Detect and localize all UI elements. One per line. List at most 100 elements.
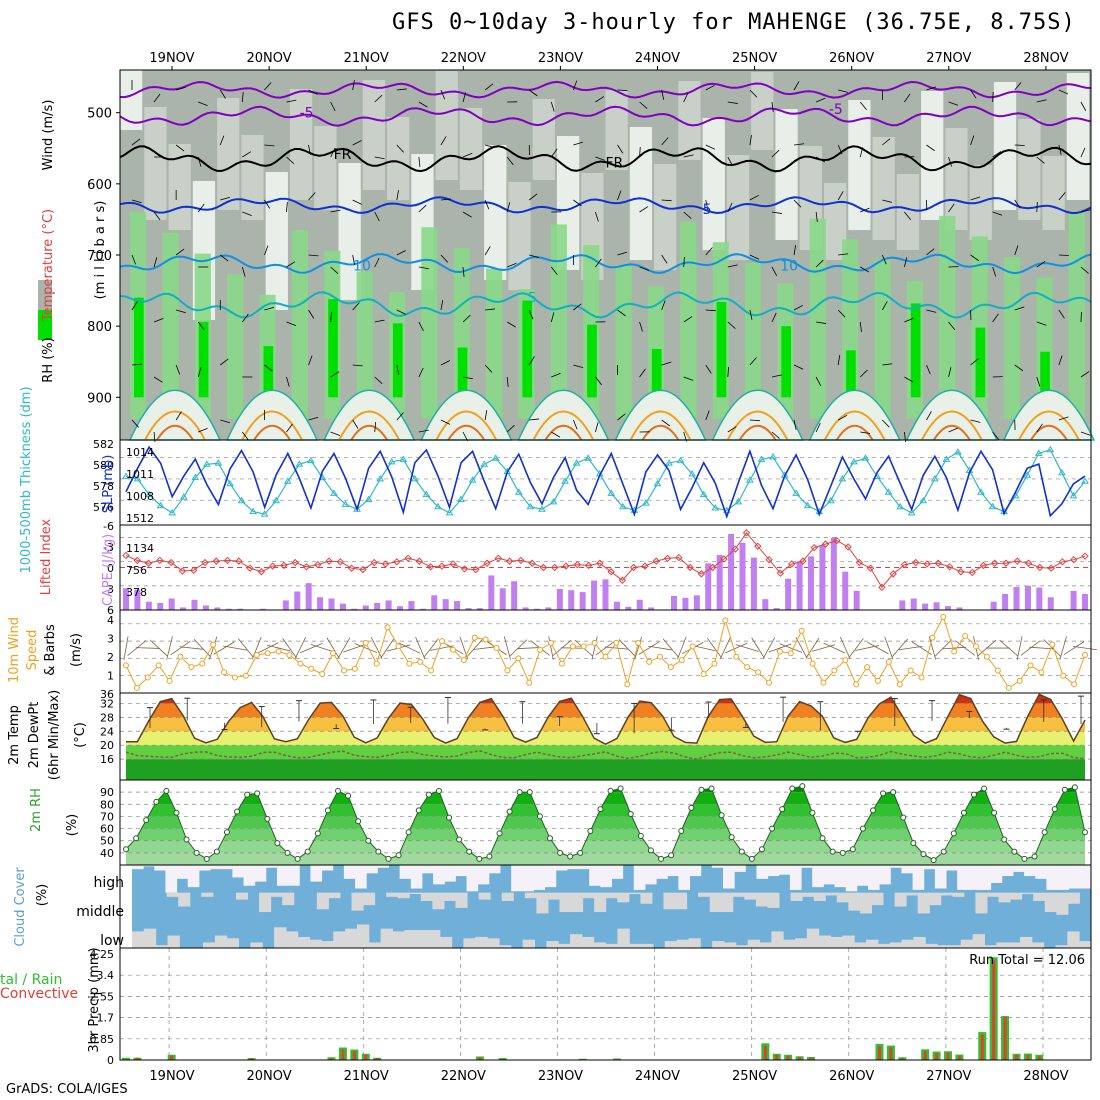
wind-barb	[934, 639, 953, 657]
cloud-cell	[789, 865, 802, 890]
wind-barb	[1073, 645, 1097, 651]
orange-isotherm	[835, 424, 874, 441]
wind-barb	[374, 319, 385, 323]
contour-label: 5	[528, 291, 537, 307]
cloud-cell	[321, 941, 334, 948]
rh-marker	[870, 807, 877, 814]
cloud-cell	[845, 865, 858, 892]
contour-label: 5	[703, 202, 712, 218]
orange-isotherm	[629, 410, 692, 441]
rh-green-column	[421, 227, 438, 419]
wind-barb	[805, 637, 820, 659]
lifted-index-marker	[833, 536, 841, 545]
rh-green-column	[680, 221, 697, 419]
rh-marker	[970, 791, 977, 798]
cape-bar	[419, 608, 426, 610]
wind-barb	[948, 321, 956, 331]
wind-barb	[374, 257, 380, 268]
cloud-cell	[723, 942, 737, 948]
orange-isotherm	[253, 424, 291, 441]
wind-barb	[771, 312, 777, 323]
wind-barb	[153, 93, 161, 103]
cloud-cell	[259, 892, 272, 913]
cape-bar	[408, 601, 415, 610]
cloud-cell	[929, 892, 942, 906]
thickness-marker	[884, 488, 893, 495]
lifted-index-marker	[144, 559, 153, 567]
cloud-cell	[1001, 865, 1014, 877]
thickness-marker	[538, 505, 546, 512]
rh-marker	[829, 848, 836, 855]
cape-bar	[431, 595, 438, 610]
wind-barb	[175, 144, 185, 152]
wind-barb	[926, 309, 937, 313]
wind-barb	[639, 146, 641, 158]
cloud-cell	[605, 943, 618, 948]
wind-barb	[1058, 254, 1069, 256]
isotherm-line	[119, 105, 1092, 127]
y-tick-label: 90	[100, 786, 114, 799]
wind-barb	[286, 423, 293, 433]
lifted-index-marker	[979, 561, 988, 570]
orange-isotherm	[1018, 410, 1080, 441]
contour-label: FR	[334, 147, 352, 163]
lifted-index-marker	[449, 560, 457, 568]
wind-barb	[507, 262, 517, 268]
cloud-cell	[187, 865, 200, 888]
cloud-cell	[351, 892, 364, 911]
y-tick-label: 900	[87, 391, 112, 406]
wind-barb	[815, 97, 826, 103]
rh-marker	[193, 849, 200, 856]
wind-barb	[197, 156, 202, 167]
wind-barb	[793, 143, 805, 146]
cloud-cell	[913, 936, 926, 948]
wind-speed-marker	[907, 667, 914, 674]
rh-marker	[425, 791, 432, 798]
wind-speed-marker	[286, 651, 293, 658]
cloud-cell	[802, 892, 815, 897]
wind-barb	[264, 306, 275, 311]
rh-marker	[849, 846, 856, 853]
cloud-cell	[166, 892, 179, 897]
wind-barb	[705, 144, 716, 150]
wind-barb	[1036, 201, 1038, 213]
wind-barb	[634, 636, 643, 660]
rh-patch	[459, 108, 483, 190]
lifted-index-marker	[720, 555, 728, 563]
precip-convective-bar	[946, 1052, 950, 1060]
wind-barb	[529, 418, 540, 421]
y-tick-label: 378	[126, 586, 147, 599]
wind-barb	[418, 266, 429, 270]
wind-speed-marker	[439, 638, 446, 645]
thickness-marker	[122, 472, 130, 479]
wind-speed-marker	[242, 672, 249, 679]
wind-speed-marker	[177, 653, 184, 660]
cloud-cell	[747, 939, 760, 948]
wind-barb	[1080, 431, 1091, 436]
rh-marker	[930, 857, 937, 864]
wind-speed-marker	[144, 674, 151, 681]
rh-marker	[809, 809, 816, 816]
rh-patch	[484, 145, 507, 280]
cape-bar	[739, 542, 746, 610]
wind-barb	[1080, 101, 1087, 111]
precip-convective-bar	[798, 1057, 802, 1060]
lifted-index-marker	[426, 563, 435, 571]
rh-marker	[557, 849, 564, 856]
wind-barb	[572, 80, 578, 91]
cape-bar	[899, 600, 906, 610]
cape-bar	[442, 599, 449, 610]
cape-bar	[956, 607, 963, 610]
cloud-cell	[478, 892, 491, 900]
rh-green-column	[227, 274, 244, 419]
wind-barb	[396, 412, 404, 421]
wind-barb	[418, 204, 427, 213]
precip-convective-bar	[250, 1058, 254, 1060]
cloud-cell	[433, 865, 445, 885]
rh-marker	[728, 834, 735, 841]
cloud-cell	[957, 865, 969, 890]
lifted-index-marker	[912, 558, 920, 567]
lifted-index-marker	[765, 556, 773, 564]
precip-convective-bar	[775, 1054, 779, 1060]
